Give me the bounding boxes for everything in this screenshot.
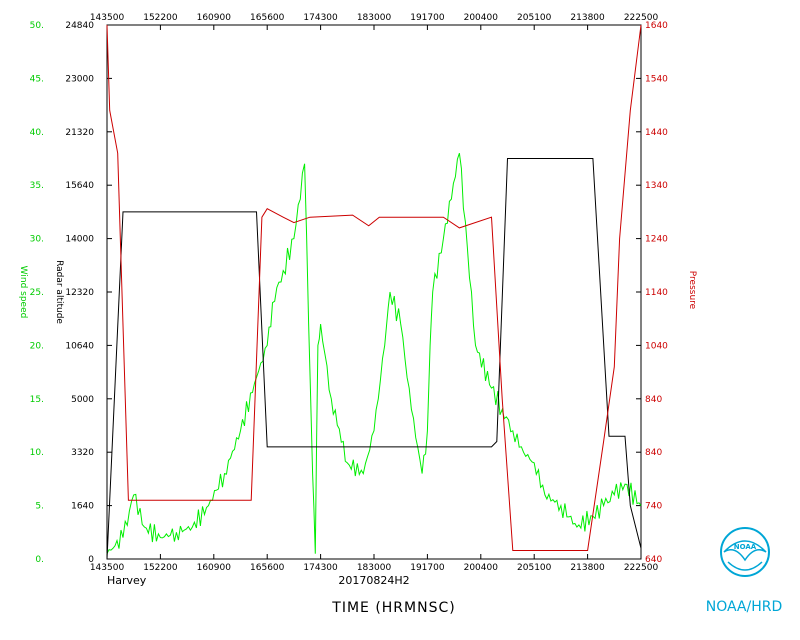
y-left2-tick-4: 10640	[65, 341, 94, 351]
y-right-tick-1: 740	[645, 502, 662, 512]
y-left2-tick-7: 15640	[65, 181, 94, 191]
tick-marks	[106, 24, 642, 560]
flight-id: 20170824H2	[338, 574, 409, 587]
x-tick-labels-bottom: 143500 152200 160900 165600 174300 183000 1917…	[90, 563, 659, 573]
x-tick-label-3: 165600	[250, 563, 285, 573]
y-left2-tick-10: 24840	[65, 21, 94, 31]
pressure-series-line	[106, 24, 642, 551]
wind-speed-series-line	[106, 153, 642, 554]
y-right-tick-9: 1540	[645, 74, 668, 84]
y-left2-tick-3: 5000	[71, 395, 94, 405]
y-right-tick-0: 640	[645, 555, 662, 565]
y-right-tick-4: 1040	[645, 341, 668, 351]
y-right-axis-title: Pressure	[687, 271, 697, 310]
y-left2-tick-8: 21320	[65, 128, 94, 138]
noaa-emblem-icon	[720, 527, 770, 577]
y-left-tick-labels: 0. 5. 10. 15. 20. 25. 30. 35. 40. 45. 50.	[30, 21, 44, 565]
noaa-logo: NOAA NOAA/HRD	[706, 527, 783, 615]
y-left-tick-2: 10.	[30, 448, 44, 458]
x-axis-title: TIME (HRMNSC)	[331, 600, 455, 616]
x-tick-label-10: 222500	[624, 563, 659, 573]
x-tick-label-top-3: 165600	[250, 13, 285, 23]
x-tick-label-8: 205100	[517, 563, 552, 573]
noaa-hrd-label: NOAA/HRD	[706, 599, 783, 615]
y-left-tick-5: 25.	[30, 288, 44, 298]
x-tick-label-top-0: 143500	[90, 13, 125, 23]
y-left-tick-7: 35.	[30, 181, 44, 191]
y-left-tick-0: 0.	[35, 555, 44, 565]
x-tick-label-top-10: 222500	[624, 13, 659, 23]
noaa-wave-icon	[727, 561, 763, 571]
noaa-emblem-text: NOAA	[734, 543, 757, 551]
y-left2-tick-6: 14000	[65, 235, 94, 245]
y-left2-tick-0: 0	[88, 555, 94, 565]
x-tick-label-top-1: 152200	[143, 13, 178, 23]
x-tick-label-7: 200400	[464, 563, 499, 573]
y-right-tick-7: 1340	[645, 181, 668, 191]
x-tick-label-9: 213800	[570, 563, 605, 573]
y-left2-axis-title: Radar altitude	[54, 260, 64, 324]
radar-altitude-series-line	[106, 158, 642, 560]
series-layer	[106, 24, 642, 560]
x-tick-label-top-2: 160900	[197, 13, 232, 23]
y-left2-tick-5: 12320	[65, 288, 94, 298]
y-left-tick-10: 50.	[30, 21, 44, 31]
x-tick-label-1: 152200	[143, 563, 178, 573]
x-tick-label-5: 183000	[357, 563, 392, 573]
x-tick-label-top-6: 191700	[410, 13, 445, 23]
y-left2-tick-labels: 0 1640 3320 5000 10640 12320 14000 15640 21320 23…	[65, 21, 94, 565]
y-left-tick-9: 45.	[30, 74, 44, 84]
storm-name: Harvey	[107, 574, 147, 587]
y-right-tick-10: 1640	[645, 21, 668, 31]
x-tick-label-top-4: 174300	[303, 13, 338, 23]
y-left-tick-3: 15.	[30, 395, 44, 405]
y-left-tick-8: 40.	[30, 128, 44, 138]
plot-frame	[106, 24, 642, 560]
y-left-tick-6: 30.	[30, 235, 44, 245]
y-right-tick-labels: 640 740 840 840 1040 1140 1240 1340 1440 1540 1640	[645, 21, 668, 565]
y-right-tick-3: 840	[645, 395, 662, 405]
y-right-tick-5: 1140	[645, 288, 668, 298]
x-tick-label-top-7: 200400	[464, 13, 499, 23]
x-tick-label-2: 160900	[197, 563, 232, 573]
x-tick-label-6: 191700	[410, 563, 445, 573]
y-right-tick-6: 1240	[645, 235, 668, 245]
x-tick-labels-top: 143500 152200 160900 165600 174300 183000 1917…	[90, 13, 659, 23]
x-tick-label-top-9: 213800	[570, 13, 605, 23]
x-tick-label-top-8: 205100	[517, 13, 552, 23]
y-right-tick-8: 1440	[645, 128, 668, 138]
y-left-tick-4: 20.	[30, 341, 44, 351]
y-left2-tick-1: 1640	[71, 502, 94, 512]
y-left2-tick-2: 3320	[71, 448, 94, 458]
y-right-tick-2: 840	[645, 448, 662, 458]
y-left2-tick-9: 23000	[65, 74, 94, 84]
noaa-bird-icon	[723, 540, 767, 562]
x-tick-label-top-5: 183000	[357, 13, 392, 23]
x-tick-label-4: 174300	[303, 563, 338, 573]
x-tick-label-0: 143500	[90, 563, 125, 573]
y-left-axis-title: Wind speed	[18, 266, 28, 319]
y-left-tick-1: 5.	[35, 502, 44, 512]
